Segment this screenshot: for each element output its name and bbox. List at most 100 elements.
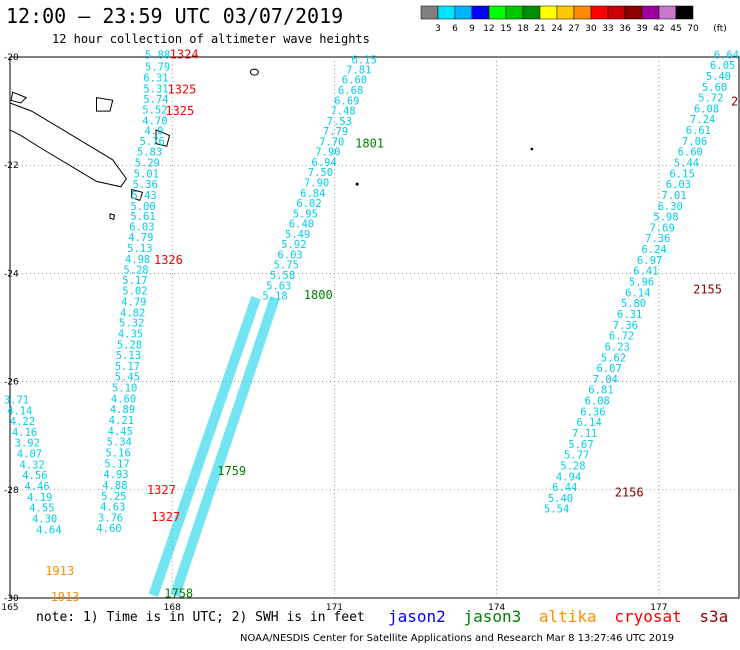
swh-value-track-diagonal: 7.81 — [346, 64, 371, 76]
diagonal-track-band — [170, 296, 280, 597]
scale-swatch — [505, 5, 524, 20]
swh-value-track-west: 3.76 — [98, 512, 123, 524]
pass-time-label: 2155 — [693, 283, 722, 297]
y-tick-label: -28 — [4, 486, 19, 496]
satellite-legend: jason2 jason3 altika cryosat s3a — [388, 607, 736, 626]
island-coastline — [109, 213, 115, 220]
swh-value-track-east: 7.36 — [645, 233, 670, 245]
pass-time-label: 1913 — [45, 564, 74, 578]
pass-time-label: 1327 — [151, 510, 180, 524]
swh-value-track-diagonal: 7.70 — [319, 136, 344, 148]
scale-label: 15 — [500, 24, 511, 34]
swh-value-track-far-west: 4.07 — [17, 449, 42, 461]
swh-value-track-diagonal: 5.49 — [285, 229, 310, 241]
scale-swatch — [573, 5, 592, 20]
swh-value-track-east: 7.04 — [593, 374, 618, 386]
scale-label: 42 — [653, 24, 664, 34]
swh-value-track-east: 5.60 — [702, 82, 727, 94]
island-coastline — [155, 129, 171, 147]
scale-swatch — [641, 5, 660, 20]
swh-value-track-east: 7.01 — [661, 190, 686, 202]
swh-value-track-west: 4.79 — [121, 297, 146, 309]
swh-value-track-east: 6.64 — [714, 49, 739, 61]
swh-value-track-west: 5.74 — [143, 94, 168, 106]
swh-value-track-diagonal: 5.92 — [281, 239, 306, 251]
scale-swatch — [624, 5, 643, 20]
page-title: 12:00 – 23:59 UTC 03/07/2019 — [6, 4, 344, 28]
scale-swatch — [488, 5, 507, 20]
legend-s3a: s3a — [699, 607, 729, 626]
scale-swatch — [437, 5, 456, 20]
swh-value-track-west: 5.36 — [133, 179, 158, 191]
swh-value-track-west: 5.17 — [122, 275, 147, 287]
swh-value-track-west: 5.02 — [122, 286, 147, 298]
swh-value-track-diagonal: 5.18 — [262, 291, 287, 303]
swh-value-track-west: 4.93 — [103, 469, 128, 481]
swh-value-track-east: 6.05 — [710, 60, 735, 72]
swh-value-track-east: 6.41 — [633, 266, 658, 278]
swh-value-track-east: 6.23 — [605, 341, 630, 353]
swh-value-track-east: 5.40 — [548, 493, 573, 505]
legend-jason2: jason2 — [388, 607, 446, 626]
swh-value-track-west: 5.16 — [105, 447, 130, 459]
swh-value-track-diagonal: 7.53 — [327, 116, 352, 128]
swh-value-track-diagonal: 7.79 — [323, 126, 348, 138]
swh-value-track-west: 5.17 — [104, 458, 129, 470]
swh-value-track-east: 6.81 — [588, 385, 613, 397]
hunter-island — [355, 182, 359, 186]
scale-label: 30 — [585, 24, 597, 34]
swh-value-track-east: 6.31 — [617, 309, 642, 321]
y-tick-label: -24 — [4, 269, 19, 279]
swh-value-track-far-west: 3.71 — [4, 394, 29, 406]
swh-value-track-west: 5.29 — [135, 157, 160, 169]
scale-label: 18 — [517, 24, 529, 34]
swh-value-track-east: 5.80 — [621, 298, 646, 310]
y-tick-label: -20 — [4, 53, 19, 63]
swh-value-track-east: 6.15 — [669, 168, 694, 180]
swh-value-track-west: 5.13 — [127, 243, 152, 255]
swh-value-track-east: 5.40 — [706, 71, 731, 83]
swh-value-track-diagonal: 7.48 — [330, 106, 355, 118]
swh-value-track-west: 5.28 — [117, 339, 142, 351]
swh-value-track-east: 7.24 — [690, 114, 715, 126]
pass-time-label: 1325 — [165, 104, 194, 118]
swh-value-track-west: 4.45 — [108, 426, 133, 438]
swh-value-track-diagonal: 6.03 — [277, 249, 302, 261]
map-frame — [9, 56, 740, 599]
swh-value-track-east: 6.14 — [576, 417, 601, 429]
swh-value-track-east: 7.11 — [572, 428, 597, 440]
y-tick-label: -22 — [4, 161, 19, 171]
scale-label: 9 — [469, 24, 475, 34]
pass-time-label: 2156 — [615, 486, 644, 500]
scale-swatch — [607, 5, 626, 20]
swh-value-track-east: 5.72 — [698, 93, 723, 105]
swh-value-track-east: 6.14 — [625, 287, 650, 299]
swh-value-track-diagonal: 6.94 — [312, 157, 337, 169]
legend-jason3: jason3 — [463, 607, 522, 626]
swh-value-track-far-west: 4.46 — [24, 481, 49, 493]
swh-value-track-east: 6.97 — [637, 255, 662, 267]
swh-value-track-west: 5.61 — [130, 211, 155, 223]
scale-swatch — [471, 5, 490, 20]
new-caledonia-coastline — [9, 102, 127, 188]
swh-value-track-west: 5.25 — [101, 491, 126, 503]
swh-value-track-far-west: 4.16 — [12, 427, 37, 439]
swh-value-track-east: 4.94 — [556, 471, 581, 483]
swh-value-track-far-west: 4.64 — [36, 524, 61, 536]
scale-label: 6 — [452, 24, 458, 34]
pass-time-label: 1800 — [304, 288, 333, 302]
pass-time-label: 2 — [731, 94, 738, 108]
swh-value-track-east: 6.07 — [596, 363, 621, 375]
swh-value-track-diagonal: 5.75 — [274, 260, 299, 272]
legend-cryosat: cryosat — [614, 607, 682, 626]
swh-value-track-east: 6.30 — [658, 201, 683, 213]
swh-value-track-west: 6.03 — [129, 221, 154, 233]
swh-value-track-west: 6.31 — [143, 73, 168, 85]
scale-label: 70 — [687, 24, 699, 34]
swh-value-track-west: 4.60 — [111, 393, 136, 405]
swh-value-track-far-west: 4.19 — [27, 492, 52, 504]
swh-value-track-west: 5.79 — [145, 62, 170, 74]
page-subtitle: 12 hour collection of altimeter wave hei… — [52, 32, 370, 46]
scale-label: 12 — [483, 24, 494, 34]
swh-value-track-east: 5.96 — [629, 277, 654, 289]
